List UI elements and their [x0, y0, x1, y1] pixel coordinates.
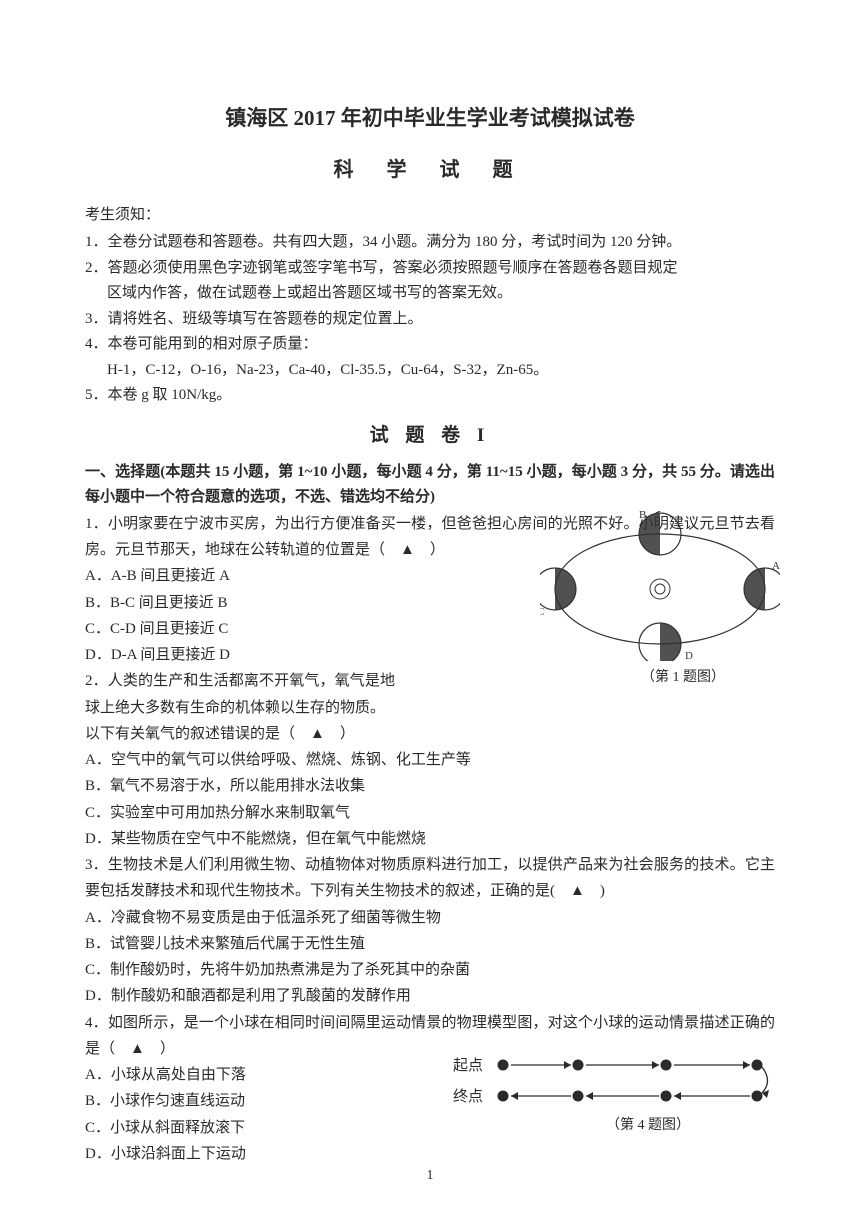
instruction-item: 2．答题必须使用黑色字迹钢笔或签字笔书写，答案必须按照题号顺序在答题卷各题目规定 — [85, 256, 775, 282]
option-b: B．B-C 间且更接近 B — [85, 590, 395, 616]
option-d: D．某些物质在空气中不能燃烧，但在氧气中能燃烧 — [85, 826, 775, 852]
instruction-item: 5．本卷 g 取 10N/kg。 — [85, 383, 775, 409]
question-3-text: 3．生物技术是人们利用微生物、动植物体对物质原料进行加工，以提供产品来为社会服务… — [85, 852, 775, 905]
option-d: D．D-A 间且更接近 D — [85, 642, 395, 668]
instruction-item: 1．全卷分试题卷和答题卷。共有四大题，34 小题。满分为 180 分，考试时间为… — [85, 230, 775, 256]
figure-4-caption: （第 4 题图） — [606, 1114, 690, 1139]
question-2-text-1: 2．人类的生产和生活都离不开氧气，氧气是地球上绝大多数有生命的机体赖以生存的物质… — [85, 668, 395, 721]
svg-text:A: A — [772, 560, 780, 572]
option-b: B．小球作匀速直线运动 — [85, 1088, 415, 1114]
sub-title: 科 学 试 题 — [85, 153, 775, 188]
figure-1-caption: （第 1 题图） — [641, 666, 725, 691]
part-heading: 一、选择题(本题共 15 小题，第 1~10 小题，每小题 4 分，第 11~1… — [85, 460, 775, 511]
option-a: A．空气中的氧气可以供给呼吸、燃烧、炼钢、化工生产等 — [85, 747, 775, 773]
option-c: C．制作酸奶时，先将牛奶加热煮沸是为了杀死其中的杂菌 — [85, 957, 775, 983]
option-c: C．C-D 间且更接近 C — [85, 616, 395, 642]
svg-text:D: D — [685, 650, 693, 661]
instruction-item: 3．请将姓名、班级等填写在答题卷的规定位置上。 — [85, 307, 775, 333]
page-number: 1 — [427, 1164, 434, 1189]
option-a: A．小球从高处自由下落 — [85, 1062, 415, 1088]
instruction-item: H-1，C-12，O-16，Na-23，Ca-40，Cl-35.5，Cu-64，… — [85, 358, 775, 384]
instructions-list: 1．全卷分试题卷和答题卷。共有四大题，34 小题。满分为 180 分，考试时间为… — [85, 230, 775, 409]
section-title: 试 题 卷 I — [85, 419, 775, 452]
instruction-item: 区域内作答，做在试题卷上或超出答题区域书写的答案无效。 — [85, 281, 775, 307]
svg-text:C: C — [540, 606, 544, 618]
option-a: A．A-B 间且更接近 A — [85, 563, 395, 589]
question-3-options: A．冷藏食物不易变质是由于低温杀死了细菌等微生物 B．试管婴儿技术来繁殖后代属于… — [85, 905, 775, 1010]
option-c: C．实验室中可用加热分解水来制取氧气 — [85, 800, 775, 826]
question-1-options: A．A-B 间且更接近 A B．B-C 间且更接近 B C．C-D 间且更接近 … — [85, 563, 395, 668]
svg-text:B: B — [639, 511, 646, 521]
option-b: B．氧气不易溶于水，所以能用排水法收集 — [85, 773, 775, 799]
question-1-block: 1．小明家要在宁波市买房，为出行方便准备买一楼，但爸爸担心房间的光照不好。小明建… — [85, 511, 775, 721]
main-title: 镇海区 2017 年初中毕业生学业考试模拟试卷 — [85, 100, 775, 137]
option-a: A．冷藏食物不易变质是由于低温杀死了细菌等微生物 — [85, 905, 775, 931]
question-2-options: A．空气中的氧气可以供给呼吸、燃烧、炼钢、化工生产等 B．氧气不易溶于水，所以能… — [85, 747, 775, 852]
question-4-options: A．小球从高处自由下落 B．小球作匀速直线运动 C．小球从斜面释放滚下 D．小球… — [85, 1062, 415, 1167]
question-2-text-2: 以下有关氧气的叙述错误的是（ ▲ ） — [85, 721, 775, 747]
svg-text:终点: 终点 — [453, 1088, 483, 1105]
option-d: D．制作酸奶和酿酒都是利用了乳酸菌的发酵作用 — [85, 983, 775, 1009]
instructions-heading: 考生须知： — [85, 202, 775, 228]
option-b: B．试管婴儿技术来繁殖后代属于无性生殖 — [85, 931, 775, 957]
figure-1-orbit-diagram: B A D C — [540, 511, 780, 661]
instruction-item: 4．本卷可能用到的相对原子质量： — [85, 332, 775, 358]
svg-text:起点: 起点 — [453, 1057, 483, 1074]
question-4-block: A．小球从高处自由下落 B．小球作匀速直线运动 C．小球从斜面释放滚下 D．小球… — [85, 1062, 775, 1167]
option-d: D．小球沿斜面上下运动 — [85, 1141, 415, 1167]
option-c: C．小球从斜面释放滚下 — [85, 1115, 415, 1141]
figure-4-motion-diagram: 起点 终点 — [445, 1054, 775, 1109]
